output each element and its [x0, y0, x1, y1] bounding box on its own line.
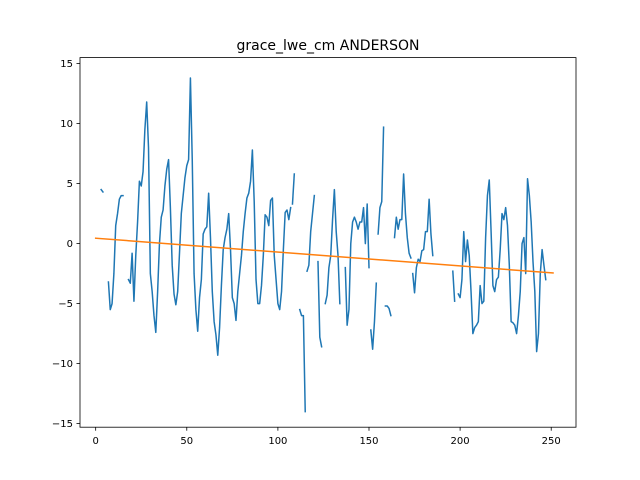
y-axis: −15 −10 −5 0 5 10 15: [52, 59, 80, 430]
y-tick-label: −5: [58, 299, 73, 310]
series-1-line-segment-3: [127, 77, 292, 356]
x-tick-label: 0: [92, 436, 98, 447]
plot-frame: [79, 57, 577, 428]
y-tick-label: 5: [67, 179, 73, 190]
chart-title: grace_lwe_cm ANDERSON: [236, 38, 419, 54]
y-tick-label: 10: [60, 119, 73, 130]
x-tick-label: 200: [451, 436, 470, 447]
series-1-line-segment-6: [306, 194, 316, 273]
series-1-line-segment-7: [317, 260, 323, 348]
series-1-line-segment-4: [291, 173, 296, 205]
x-tick-label: 150: [359, 436, 378, 447]
y-tick-label: −15: [52, 419, 73, 430]
series-1-line-segment-1: [100, 188, 105, 194]
series-1-line-segment-11: [377, 126, 385, 235]
series-1-line-segment-9: [344, 203, 370, 326]
series-1-line-segment-5: [298, 308, 306, 413]
series-2-line-segment-1: [94, 237, 554, 274]
x-tick-label: 250: [542, 436, 561, 447]
series-1-line-segment-16: [457, 178, 547, 353]
series-1-line-segment-13: [393, 173, 412, 259]
y-tick-label: 15: [60, 59, 73, 70]
x-tick-label: 50: [180, 436, 193, 447]
x-tick-label: 100: [268, 436, 287, 447]
series-layer: [94, 77, 554, 413]
series-1-line-segment-14: [411, 198, 434, 294]
series-1-line-segment-10: [370, 282, 378, 350]
series-1-line-segment-8: [324, 188, 341, 305]
plot-area: [80, 57, 576, 428]
y-tick-label: 0: [67, 239, 73, 250]
series-1-line-segment-12: [384, 305, 392, 317]
series-1-line-segment-15: [452, 270, 456, 302]
series-1-line-segment-2: [107, 194, 124, 311]
y-tick-label: −10: [52, 359, 73, 370]
x-axis: 0 50 100 150 200 250: [92, 427, 561, 447]
